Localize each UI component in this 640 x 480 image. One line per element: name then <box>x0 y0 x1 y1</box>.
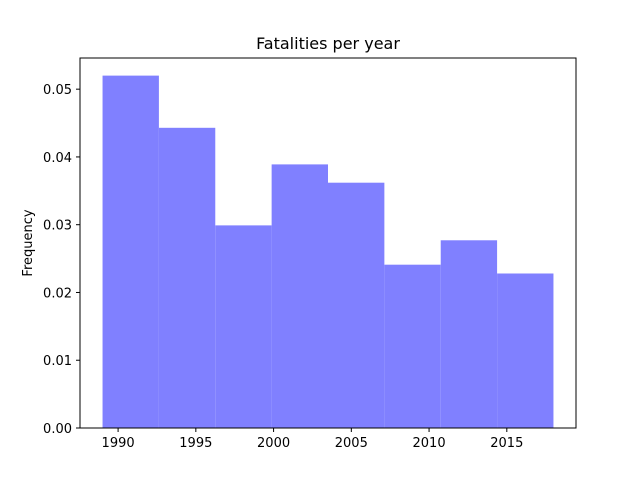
y-axis: 0.00 0.01 0.02 0.03 0.04 0.05 <box>43 83 80 437</box>
histogram-bar-1 <box>102 75 159 428</box>
y-tick-label: 0.02 <box>43 286 72 301</box>
x-axis: 1990 1995 2000 2005 2010 2015 <box>102 428 523 451</box>
y-axis-label: Frequency <box>21 209 36 276</box>
histogram-bar-6 <box>384 264 441 428</box>
x-tick-label: 1990 <box>102 436 135 451</box>
x-tick-label: 2005 <box>335 436 368 451</box>
y-tick-label: 0.01 <box>43 354 72 369</box>
chart-title: Fatalities per year <box>256 34 400 53</box>
histogram-bar-2 <box>158 127 216 429</box>
y-tick-label: 0.03 <box>43 219 72 234</box>
histogram-bar-7 <box>440 240 498 428</box>
x-tick-label: 2015 <box>490 436 523 451</box>
x-tick-label: 2000 <box>257 436 290 451</box>
x-tick-label: 1995 <box>179 436 212 451</box>
histogram-bar-3 <box>215 225 272 428</box>
y-tick-label: 0.04 <box>43 151 72 166</box>
plot-frame <box>79 57 577 429</box>
histogram-bar-4 <box>271 164 328 428</box>
histogram-bar-5 <box>328 182 385 428</box>
y-tick-label: 0.00 <box>43 422 72 437</box>
histogram-bar-8 <box>497 273 554 428</box>
x-tick-label: 2010 <box>413 436 446 451</box>
y-tick-label: 0.05 <box>43 83 72 98</box>
bars-group <box>102 75 554 429</box>
